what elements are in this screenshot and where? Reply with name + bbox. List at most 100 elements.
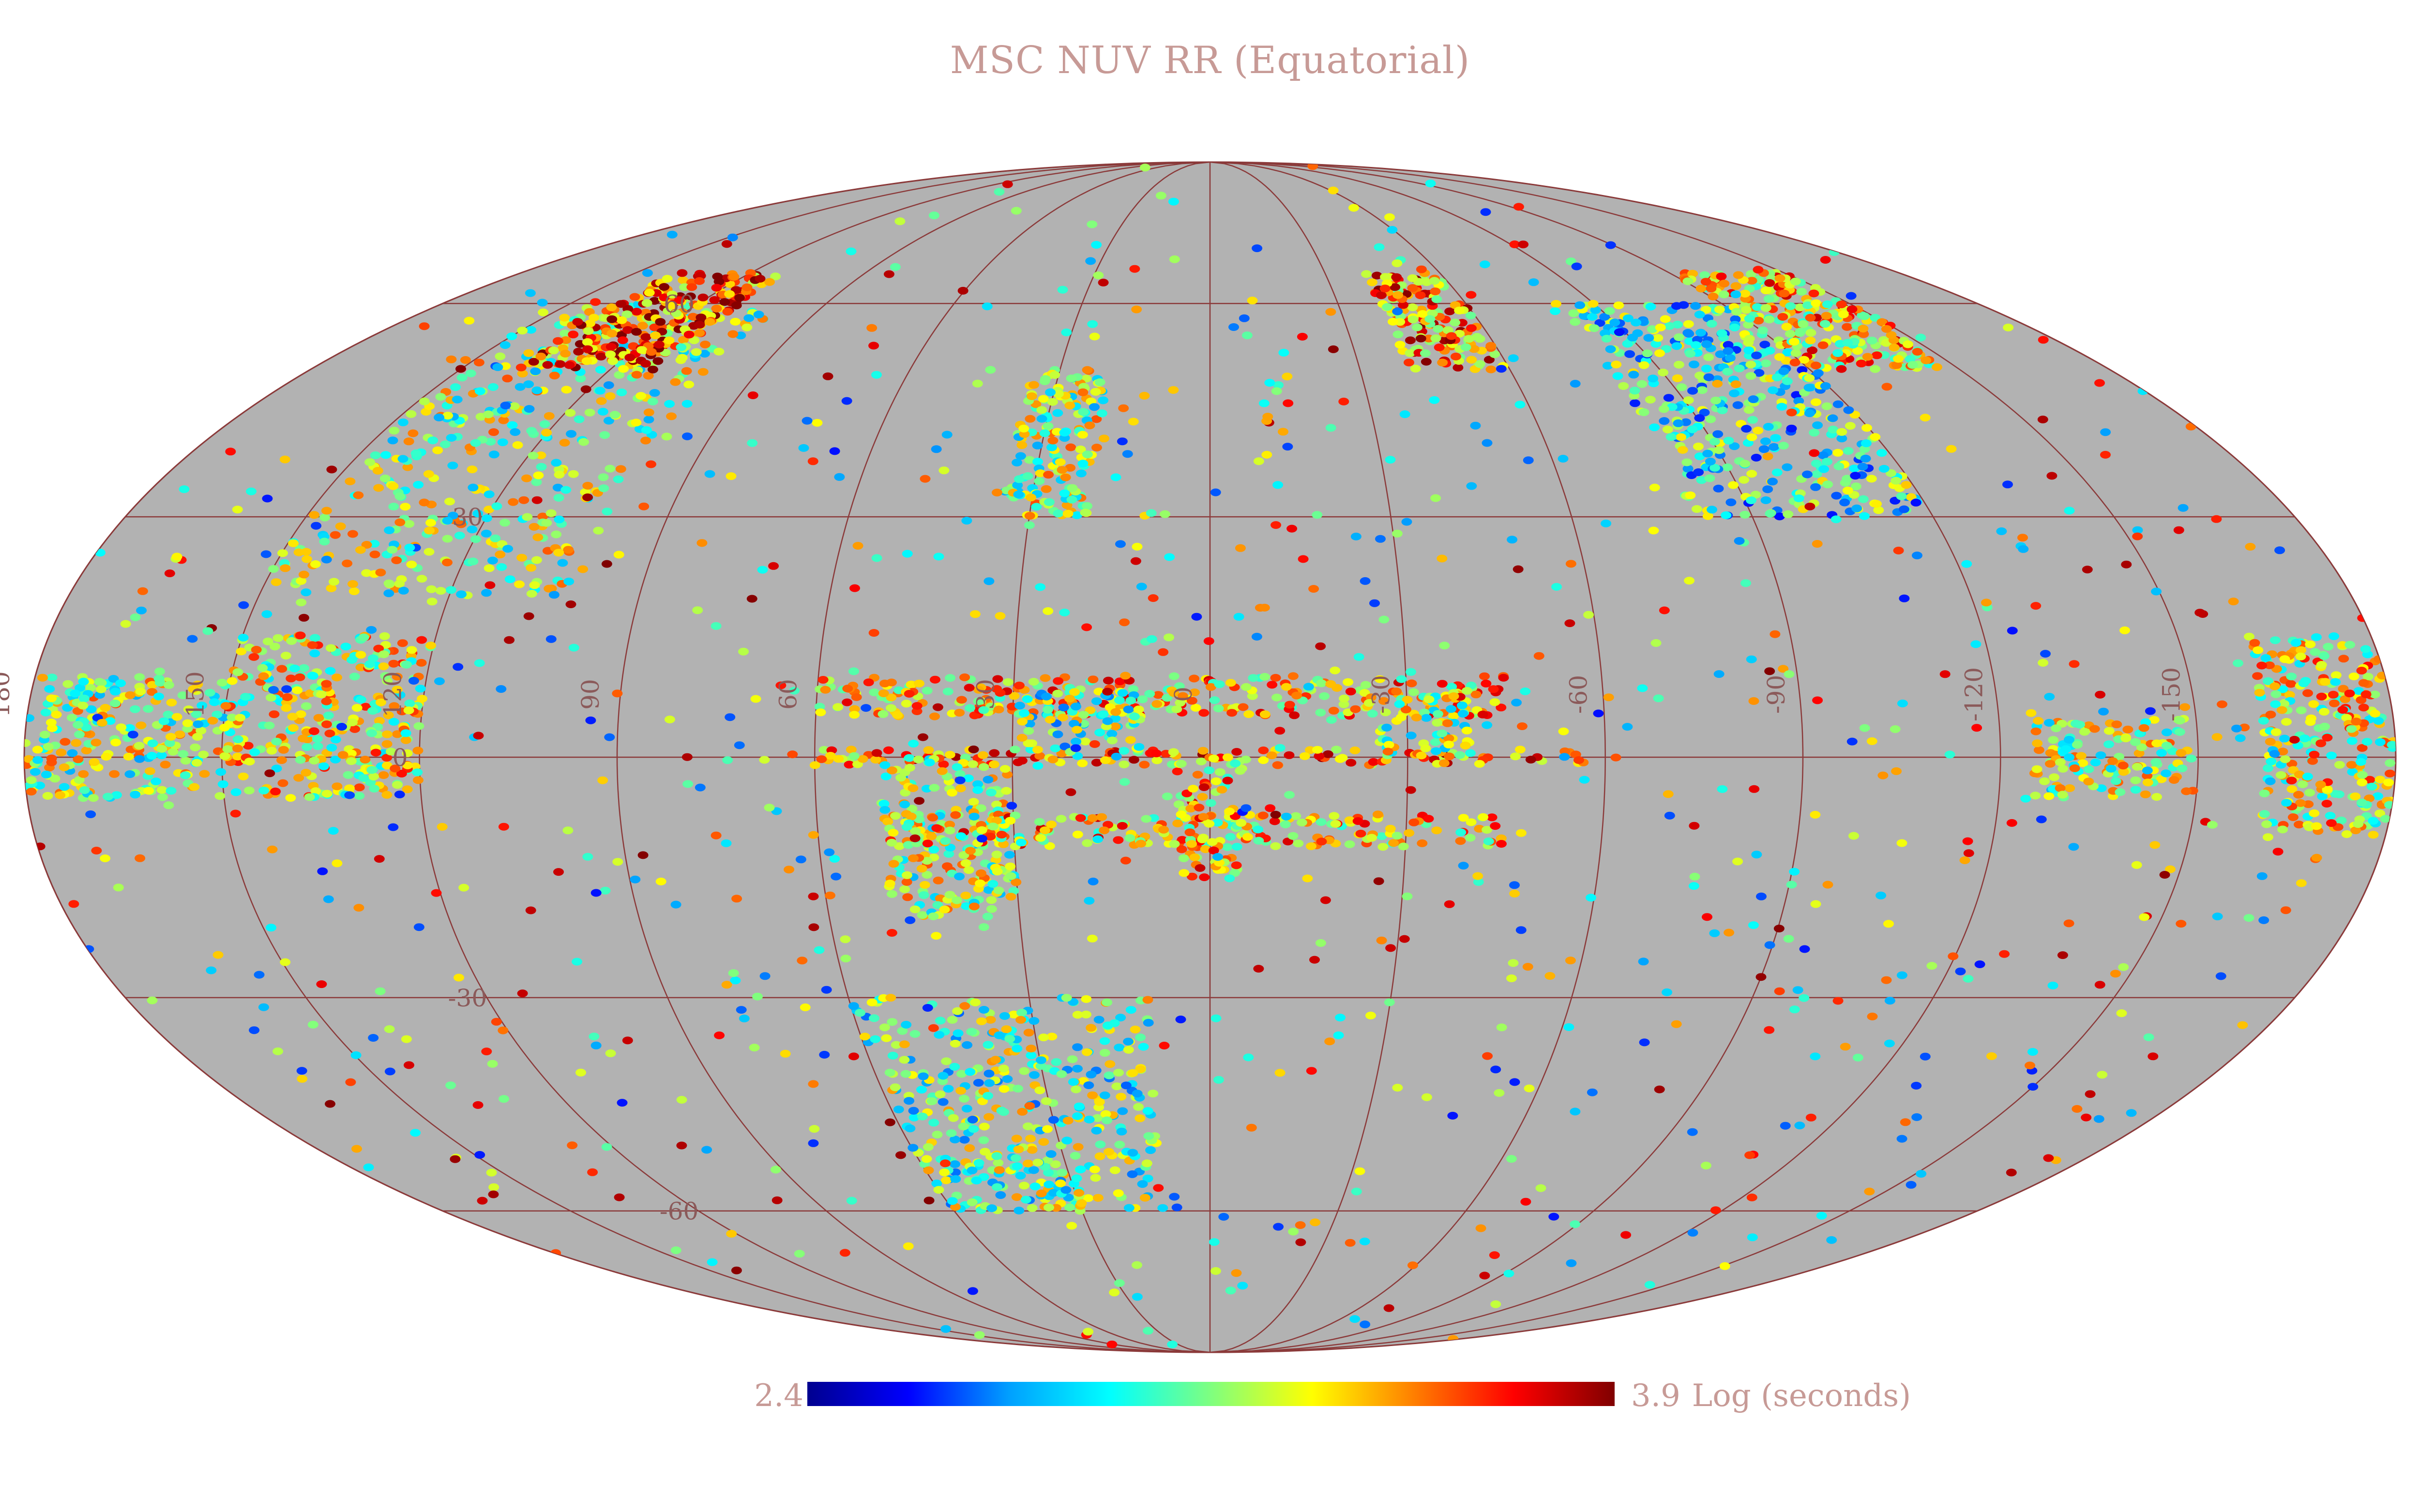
exposure-cell (1446, 705, 1457, 713)
exposure-cell (311, 522, 322, 530)
exposure-cell (347, 719, 358, 726)
exposure-cell (545, 509, 557, 517)
exposure-cell (1431, 747, 1442, 755)
exposure-cell (1455, 837, 1466, 845)
exposure-cell (605, 464, 616, 473)
exposure-cell (1693, 468, 1704, 476)
exposure-cell (2043, 792, 2055, 800)
exposure-cell (260, 550, 272, 558)
exposure-cell (227, 714, 238, 721)
exposure-cell (1746, 470, 1757, 478)
exposure-cell (2329, 632, 2339, 640)
exposure-cell (942, 862, 953, 870)
exposure-cell (695, 783, 706, 792)
exposure-cell (922, 839, 933, 848)
exposure-cell (734, 294, 745, 302)
exposure-cell (902, 893, 913, 901)
exposure-cell (2318, 708, 2329, 716)
exposure-cell (631, 308, 642, 316)
exposure-cell (1704, 474, 1715, 482)
exposure-cell (1466, 482, 1477, 490)
exposure-cell (312, 735, 323, 743)
exposure-cell (640, 333, 651, 341)
exposure-cell (1247, 297, 1258, 305)
exposure-cell (442, 517, 453, 525)
exposure-cell (455, 520, 467, 528)
exposure-cell (973, 1078, 984, 1087)
exposure-cell (945, 674, 956, 682)
exposure-cell (1076, 469, 1087, 478)
exposure-cell (282, 693, 293, 701)
exposure-cell (535, 352, 546, 360)
exposure-cell (868, 342, 879, 350)
exposure-cell (650, 331, 661, 340)
exposure-cell (768, 562, 779, 570)
exposure-cell (2243, 914, 2254, 922)
exposure-cell (771, 1196, 783, 1204)
exposure-cell (1405, 786, 1416, 794)
exposure-cell (964, 1144, 975, 1152)
exposure-cell (343, 771, 354, 779)
exposure-cell (313, 714, 324, 722)
exposure-cell (403, 437, 414, 446)
exposure-cell (153, 674, 165, 683)
exposure-cell (219, 723, 230, 732)
exposure-cell (1081, 995, 1092, 1003)
exposure-cell (1852, 1053, 1863, 1062)
exposure-cell (848, 1002, 859, 1010)
exposure-cell (908, 854, 919, 862)
exposure-cell (445, 586, 456, 594)
exposure-cell (2044, 693, 2055, 701)
exposure-cell (2235, 734, 2246, 742)
exposure-cell (1509, 889, 1520, 898)
exposure-cell (124, 691, 136, 699)
exposure-cell (1551, 583, 1562, 591)
exposure-cell (188, 685, 199, 693)
exposure-cell (522, 513, 533, 521)
exposure-cell (1485, 365, 1497, 374)
exposure-cell (2055, 784, 2066, 792)
exposure-cell (726, 472, 737, 480)
exposure-cell (499, 341, 511, 349)
exposure-cell (1912, 552, 1922, 559)
exposure-cell (1494, 1089, 1505, 1097)
exposure-cell (473, 732, 484, 740)
exposure-cell (1513, 203, 1524, 211)
exposure-cell (961, 1105, 972, 1113)
exposure-cell (1740, 579, 1751, 587)
exposure-cell (1423, 695, 1435, 704)
exposure-cell (134, 673, 145, 681)
exposure-cell (342, 559, 353, 568)
exposure-cell (1790, 277, 1801, 285)
exposure-cell (472, 1101, 484, 1109)
exposure-cell (908, 784, 919, 792)
exposure-cell (351, 1145, 362, 1153)
exposure-cell (1431, 826, 1442, 835)
exposure-cell (62, 704, 73, 712)
exposure-cell (72, 707, 83, 715)
exposure-cell (1733, 271, 1744, 279)
exposure-cell (1044, 1181, 1055, 1189)
exposure-cell (1380, 273, 1391, 281)
exposure-cell (753, 311, 764, 319)
exposure-cell (123, 752, 134, 761)
exposure-cell (1564, 619, 1575, 628)
exposure-cell (66, 714, 77, 722)
exposure-cell (901, 823, 912, 831)
exposure-cell (842, 685, 853, 693)
exposure-cell (1056, 749, 1067, 758)
exposure-cell (495, 352, 506, 360)
exposure-cell (387, 546, 398, 554)
exposure-cell (1148, 594, 1159, 602)
exposure-cell (2334, 761, 2345, 769)
exposure-cell (1518, 240, 1529, 249)
exposure-cell (1842, 486, 1853, 494)
exposure-cell (1151, 700, 1163, 708)
exposure-cell (1817, 341, 1829, 349)
exposure-cell (2311, 853, 2322, 862)
exposure-cell (1437, 729, 1448, 737)
exposure-cell (2115, 788, 2126, 796)
exposure-cell (59, 783, 70, 791)
exposure-cell (1082, 450, 1093, 459)
exposure-cell (417, 695, 428, 703)
